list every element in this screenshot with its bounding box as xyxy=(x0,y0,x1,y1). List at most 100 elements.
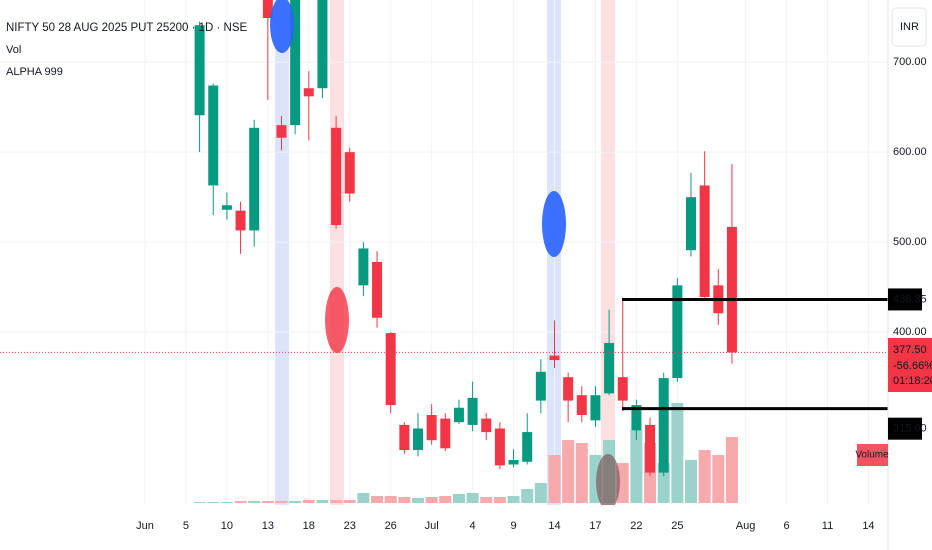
x-tick-label: 23 xyxy=(344,520,356,532)
candle-body xyxy=(617,377,628,401)
indicator-label: ALPHA 999 xyxy=(6,66,63,78)
candle-body xyxy=(631,405,642,431)
candle-body xyxy=(331,127,342,226)
x-tick-label: 22 xyxy=(630,520,642,532)
volume-bar xyxy=(330,500,343,503)
volume-bar xyxy=(534,483,547,503)
x-tick-label: 13 xyxy=(262,520,274,532)
candle-body xyxy=(726,226,737,353)
x-tick-label: 26 xyxy=(385,520,397,532)
overlays xyxy=(0,297,888,411)
volume-bar xyxy=(671,403,684,503)
volume-bar xyxy=(193,502,206,503)
y-tick-label: 600.00 xyxy=(893,146,927,158)
volume-bar xyxy=(261,501,274,503)
volume-bar xyxy=(275,501,288,503)
volume-bar xyxy=(725,437,738,503)
candle-body xyxy=(494,428,505,466)
candle-body xyxy=(317,0,328,89)
volume-bar xyxy=(316,500,329,503)
x-tick-label: 14 xyxy=(548,520,560,532)
volume-label-box xyxy=(857,444,888,466)
volume-bar xyxy=(220,502,233,503)
pink-band xyxy=(330,0,344,505)
candle-body xyxy=(658,378,669,473)
candle-body xyxy=(262,0,273,19)
volume-bar xyxy=(685,460,697,503)
candle-body xyxy=(413,428,423,451)
candle-body xyxy=(235,210,246,231)
volume-bar xyxy=(207,502,220,503)
candle-body xyxy=(358,248,369,286)
candle-body xyxy=(508,459,519,465)
volume-bar xyxy=(452,494,465,503)
candle-body xyxy=(385,333,396,406)
last-price-change: -56.66% xyxy=(893,360,932,372)
red-signal xyxy=(325,287,349,353)
volume-bar xyxy=(657,463,670,503)
volume-bar xyxy=(234,501,247,503)
volume-bar xyxy=(439,496,452,503)
candle-body xyxy=(590,395,601,421)
volume-bar xyxy=(357,493,370,503)
candle-body xyxy=(276,125,287,138)
candle-body xyxy=(604,342,615,394)
pink-band xyxy=(601,0,615,505)
candle-body xyxy=(522,432,533,462)
x-tick-label: 25 xyxy=(671,520,683,532)
x-tick-label: Jul xyxy=(425,520,439,532)
candle-body xyxy=(344,152,355,194)
candle-body xyxy=(208,85,219,186)
volume-bar xyxy=(698,450,711,503)
y-tick-label: 700.00 xyxy=(893,56,927,68)
blue-signal xyxy=(542,191,566,257)
volume-bar xyxy=(712,455,725,503)
volume-bar xyxy=(466,493,479,503)
price-label-box xyxy=(888,417,922,440)
chart-title: NIFTY 50 28 AUG 2025 PUT 25200 · 1D · NS… xyxy=(6,22,248,34)
candle-body xyxy=(249,127,260,231)
candle-body xyxy=(221,205,232,210)
candle-body xyxy=(535,371,546,401)
x-tick-label: 5 xyxy=(183,520,189,532)
price-label-box xyxy=(888,288,922,311)
volume-bar xyxy=(343,500,356,503)
volume-bar xyxy=(302,500,315,503)
x-tick-label: 11 xyxy=(822,520,833,532)
blue-band xyxy=(275,0,289,505)
blue-signal xyxy=(270,0,294,53)
candle-body xyxy=(576,395,587,415)
candle-body xyxy=(481,418,492,433)
last-price-label: 377.50 xyxy=(893,344,927,356)
price-label: 315.00 xyxy=(893,423,927,435)
y-tick-label: 500.00 xyxy=(893,236,927,248)
volume-bar xyxy=(248,501,261,503)
x-tick-label: 17 xyxy=(589,520,601,532)
volume-bar xyxy=(493,497,506,503)
signals xyxy=(270,0,620,505)
x-tick-label: 6 xyxy=(783,520,789,532)
price-label: 436.35 xyxy=(893,293,927,305)
volume-bar xyxy=(562,440,575,503)
volume-bar xyxy=(289,501,302,503)
currency-button[interactable] xyxy=(891,7,927,47)
x-tick-label: Aug xyxy=(736,520,756,532)
volume-bar xyxy=(521,489,534,503)
candle-body xyxy=(686,197,696,251)
candle-body xyxy=(453,407,464,423)
candle-body xyxy=(467,397,478,425)
volume-bar xyxy=(412,498,424,503)
volume-bar xyxy=(371,496,384,503)
candle-body xyxy=(563,377,574,401)
currency-label: INR xyxy=(900,21,919,33)
candle-body xyxy=(399,424,410,451)
indicator-label: Vol xyxy=(6,44,21,56)
candle-body xyxy=(290,0,301,126)
candle-body xyxy=(372,261,383,318)
dark-signal xyxy=(596,454,620,505)
candle-body xyxy=(699,185,710,298)
x-tick-label: 18 xyxy=(303,520,315,532)
volume-bar xyxy=(575,443,588,503)
candle-body xyxy=(645,424,656,473)
